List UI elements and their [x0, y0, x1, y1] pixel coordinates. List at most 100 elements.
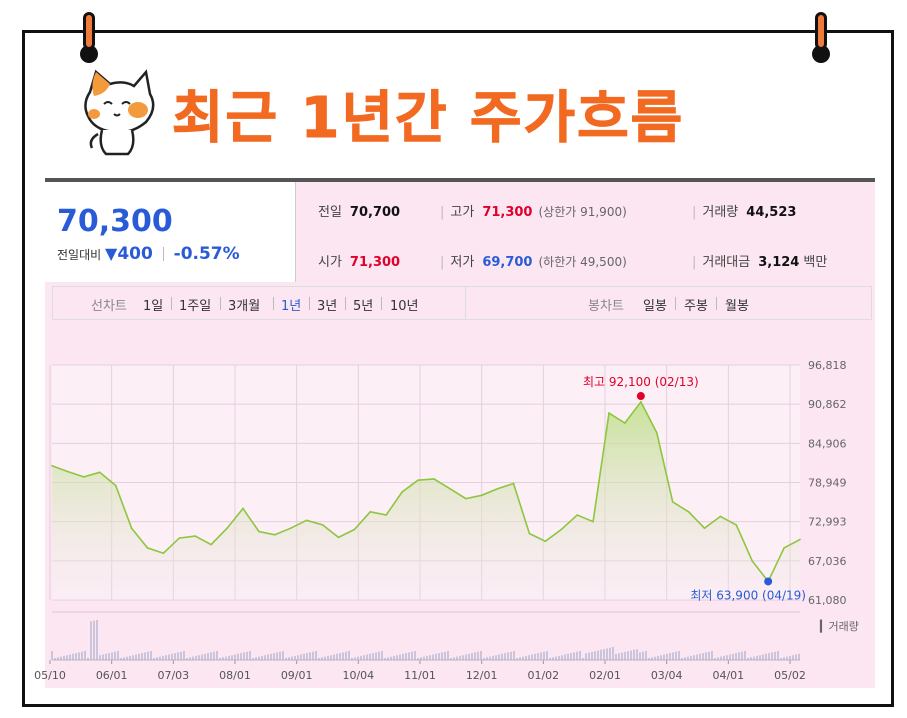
price-point	[449, 487, 451, 490]
price-point	[560, 528, 563, 531]
line-chart-label: 선차트	[91, 299, 127, 314]
price-point	[146, 547, 149, 549]
low-price: | 저가 69,700 (하한가 49,500)	[440, 255, 627, 270]
tab-daily-candle[interactable]: 일봉	[643, 299, 667, 314]
change-value: 400	[117, 244, 153, 264]
price-point	[162, 552, 165, 554]
price-line	[51, 400, 801, 584]
change-row: 전일대비 ▼400 -0.57%	[57, 244, 240, 264]
high-marker	[636, 392, 645, 401]
high-price: | 고가 71,300 (상한가 91,900)	[440, 205, 627, 220]
price-point	[417, 479, 419, 481]
panel-top-border	[45, 178, 875, 182]
tab-3year[interactable]: 3년	[317, 299, 338, 314]
x-tick-label: 09/01	[281, 669, 313, 682]
price-point	[640, 401, 642, 403]
price-point	[719, 515, 722, 518]
x-tick-label: 08/01	[219, 669, 251, 682]
page-title: 최근 1년간 주가흐름	[171, 86, 685, 152]
low-marker	[764, 577, 773, 586]
pin-right-icon	[815, 12, 827, 50]
change-percent: -0.57%	[173, 244, 240, 264]
price-point	[98, 471, 101, 474]
prev-close: 전일 70,700	[318, 205, 401, 220]
x-tick-label: 12/01	[466, 669, 498, 682]
price-point	[592, 520, 594, 523]
y-tick-label: 67,036	[808, 555, 847, 568]
x-tick-label: 07/03	[157, 669, 189, 682]
y-tick-label: 78,949	[808, 477, 847, 490]
price-point	[51, 464, 53, 467]
price-point	[687, 510, 690, 513]
y-tick-label: 90,862	[808, 398, 847, 411]
high-annotation: 최고 92,100 (02/13)	[583, 375, 699, 389]
price-point	[751, 560, 754, 562]
x-tick-label: 05/02	[774, 669, 806, 682]
tab-1week[interactable]: 1주일	[179, 299, 212, 314]
price-point	[608, 412, 610, 414]
y-tick-label: 84,906	[808, 437, 847, 450]
tab-1day[interactable]: 1일	[143, 299, 164, 314]
price-point	[401, 491, 403, 493]
y-tick-label: 72,993	[808, 516, 847, 529]
price-point	[289, 527, 292, 529]
price-area	[52, 401, 800, 600]
x-tick-label: 01/02	[527, 669, 559, 682]
price-point	[624, 422, 626, 424]
price-point	[321, 524, 324, 526]
x-tick-label: 04/01	[712, 669, 744, 682]
price-point	[226, 527, 228, 529]
price-point	[464, 497, 467, 500]
tab-10year[interactable]: 10년	[390, 299, 419, 314]
price-point	[130, 527, 133, 529]
triangle-down-icon: ▼	[105, 244, 118, 263]
x-tick-label: 03/04	[651, 669, 683, 682]
chart-tabs: 선차트 1일 1주일 3개월 1년 3년 5년 10년 봉차트 일봉 주봉 월봉	[52, 286, 872, 320]
x-tick-label: 06/01	[96, 669, 128, 682]
open-price: 시가 71,300	[318, 255, 401, 270]
price-point	[783, 547, 785, 549]
tab-5year[interactable]: 5년	[353, 299, 374, 314]
price-point	[385, 514, 388, 516]
price-point	[480, 494, 483, 497]
tab-monthly-candle[interactable]: 월봉	[725, 299, 749, 314]
price-point	[114, 484, 117, 487]
pin-hole-left-icon	[80, 45, 98, 63]
current-price: 70,300	[57, 204, 173, 239]
price-point	[83, 476, 85, 478]
price-point	[274, 533, 276, 536]
pin-hole-right-icon	[812, 45, 830, 63]
price-point	[576, 514, 578, 516]
price-point	[512, 482, 515, 485]
price-point	[671, 501, 674, 503]
price-point	[242, 507, 244, 510]
x-tick-label: 02/01	[589, 669, 621, 682]
price-point	[735, 524, 738, 526]
candle-chart-label: 봉차트	[588, 299, 624, 314]
price-point	[799, 538, 801, 541]
tab-1year[interactable]: 1년	[281, 299, 302, 314]
price-point	[703, 527, 706, 529]
tab-3month[interactable]: 3개월	[228, 299, 261, 314]
y-tick-label: 61,080	[808, 594, 847, 607]
divider	[295, 182, 296, 282]
price-point	[194, 535, 197, 537]
price-point	[305, 519, 308, 522]
price-point	[369, 510, 372, 513]
price-point	[655, 432, 658, 434]
volume: | 거래량 44,523	[692, 205, 797, 220]
trade-amount: | 거래대금 3,124 백만	[692, 255, 828, 270]
y-tick-label: 96,818	[808, 359, 847, 372]
low-annotation: 최저 63,900 (04/19)	[690, 588, 806, 602]
x-tick-label: 11/01	[404, 669, 436, 682]
price-point	[528, 532, 531, 535]
tab-weekly-candle[interactable]: 주봉	[684, 299, 708, 314]
price-point	[210, 543, 212, 546]
price-box: 70,300 전일대비 ▼400 -0.57%	[45, 182, 295, 282]
price-point	[544, 540, 547, 543]
price-point	[496, 487, 499, 490]
x-tick-label: 10/04	[342, 669, 374, 682]
pin-left-icon	[83, 12, 95, 50]
volume-label: ▎거래량	[819, 619, 859, 633]
